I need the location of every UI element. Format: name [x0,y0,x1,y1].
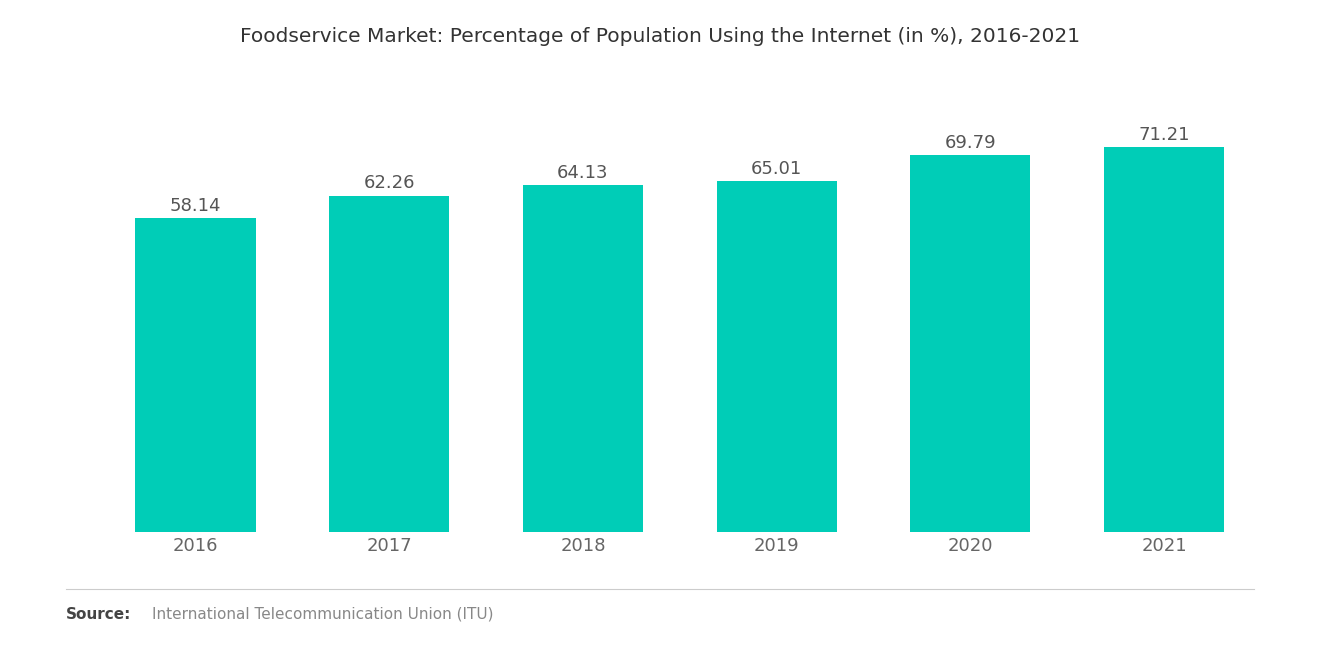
Text: 62.26: 62.26 [363,174,414,192]
Bar [911,155,1031,532]
Bar [717,181,837,532]
Text: 65.01: 65.01 [751,160,803,178]
Text: International Telecommunication Union (ITU): International Telecommunication Union (I… [152,606,494,622]
Bar [329,196,449,532]
Bar [136,218,256,532]
Bar [523,186,643,532]
Text: 64.13: 64.13 [557,164,609,182]
Text: 58.14: 58.14 [170,197,222,215]
Text: 71.21: 71.21 [1138,126,1189,144]
Text: 69.79: 69.79 [945,134,997,152]
Text: Source:: Source: [66,606,132,622]
Bar [1104,147,1224,532]
Text: Foodservice Market: Percentage of Population Using the Internet (in %), 2016-202: Foodservice Market: Percentage of Popula… [240,27,1080,46]
